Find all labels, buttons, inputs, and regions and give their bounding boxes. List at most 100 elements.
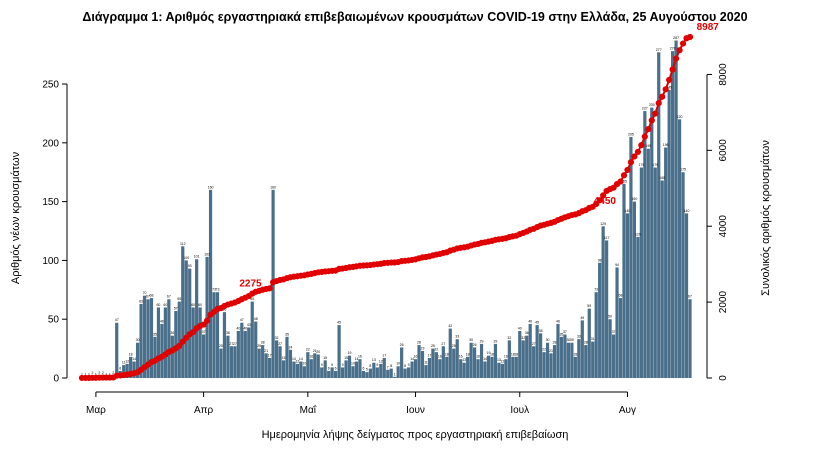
daily-bar — [653, 167, 657, 378]
daily-bar-label: 45 — [337, 321, 341, 325]
x-tick-label: Αυγ — [619, 405, 636, 416]
daily-bar-label: 18 — [445, 352, 449, 356]
daily-bar-label: 49 — [580, 316, 584, 320]
daily-bar — [240, 322, 244, 378]
daily-bar-label: 32 — [275, 336, 279, 340]
daily-bar — [320, 367, 324, 378]
daily-bar — [677, 119, 682, 378]
daily-bar-label: 12 — [379, 359, 383, 363]
daily-bar — [274, 340, 279, 378]
daily-bar — [337, 325, 341, 378]
daily-bar — [573, 356, 577, 378]
daily-bar — [539, 333, 543, 378]
cumulative-point — [669, 66, 676, 73]
daily-bar — [559, 336, 564, 378]
daily-bar-label: 60 — [156, 303, 160, 307]
daily-bar-label: 9 — [376, 363, 378, 367]
daily-bar — [660, 180, 664, 378]
daily-bar — [149, 298, 154, 378]
daily-bar-label: 18 — [511, 352, 515, 356]
daily-bar — [420, 350, 425, 378]
daily-bar — [129, 356, 133, 378]
daily-bar-label: 9 — [408, 363, 410, 367]
daily-bar-label: 14 — [132, 357, 136, 361]
daily-bar — [413, 359, 418, 378]
daily-bar — [518, 330, 522, 378]
daily-bar — [445, 356, 449, 378]
daily-bar — [424, 365, 428, 378]
daily-bar — [146, 299, 150, 378]
daily-bar — [226, 335, 230, 378]
daily-bar-label: 25 — [219, 344, 223, 348]
cumulative-point — [596, 197, 603, 204]
daily-bar-label: 36 — [525, 331, 529, 335]
cumulative-point — [673, 55, 680, 62]
daily-bar — [684, 213, 689, 378]
daily-bar — [681, 172, 685, 378]
daily-bar — [122, 365, 126, 378]
y-tick-label: 50 — [48, 315, 60, 326]
daily-bar — [375, 367, 379, 378]
daily-bar-label: 6 — [362, 366, 364, 370]
daily-bar — [667, 89, 671, 378]
daily-bar-label: 227 — [642, 107, 648, 111]
daily-bar-label: 70 — [143, 291, 147, 295]
daily-bar — [490, 356, 494, 378]
y-tick-label: 150 — [42, 197, 59, 208]
daily-bar-label: 13 — [462, 358, 466, 362]
daily-bar-label: 23 — [421, 346, 425, 350]
daily-bar-label: 33 — [577, 335, 581, 339]
daily-bar — [473, 347, 477, 378]
daily-bar — [198, 307, 202, 378]
daily-bar — [372, 362, 376, 378]
daily-bar-label: 28 — [584, 341, 588, 345]
daily-bar — [222, 312, 227, 378]
daily-bar-label: 14 — [483, 357, 487, 361]
daily-bar-label: 37 — [202, 330, 206, 334]
daily-bar-label: 12 — [500, 359, 504, 363]
daily-bar-label: 19 — [348, 351, 352, 355]
daily-bar — [285, 336, 289, 378]
daily-bar — [657, 52, 661, 378]
daily-bar-label: 59 — [587, 304, 591, 308]
cumulative-point — [666, 76, 673, 84]
daily-bar-label: 25 — [452, 344, 456, 348]
daily-bar-label: 18 — [514, 352, 518, 356]
cumulative-point — [645, 126, 652, 133]
daily-bar — [323, 360, 327, 378]
daily-bar — [438, 359, 442, 378]
cumulative-annotation: 2275 — [239, 279, 262, 290]
daily-bar-label: 73 — [212, 288, 216, 292]
daily-bar — [497, 362, 501, 378]
daily-bar — [288, 349, 293, 378]
daily-bar-label: 15 — [282, 356, 286, 360]
daily-bar-label: 47 — [240, 318, 244, 322]
daily-bar-label: 19 — [487, 351, 491, 355]
daily-bar-label: 120 — [635, 232, 641, 236]
daily-bar-label: 35 — [559, 332, 563, 336]
daily-bar-label: 40 — [518, 326, 522, 330]
daily-bar-label: 140 — [625, 209, 631, 213]
daily-bar-label: 32 — [521, 336, 525, 340]
cumulative-point — [627, 159, 635, 166]
daily-bar-label: 1 — [109, 372, 111, 376]
daily-bar-label: 29 — [480, 339, 484, 343]
daily-bar-label: 6 — [119, 366, 121, 370]
daily-bar-label: 165 — [621, 179, 627, 183]
daily-bar — [650, 107, 654, 379]
daily-bar-label: 11 — [424, 361, 428, 365]
daily-bar-label: 12 — [125, 359, 129, 363]
daily-bar — [441, 346, 445, 378]
cumulative-annotation: 4450 — [594, 196, 617, 207]
daily-bar-label: 16 — [459, 355, 463, 359]
daily-bar-label: 37 — [563, 330, 567, 334]
y2-tick-label: 0 — [718, 375, 729, 381]
daily-bar-label: 1 — [105, 372, 107, 376]
daily-bar — [563, 334, 567, 378]
daily-bar — [594, 292, 598, 378]
daily-bar — [327, 370, 331, 378]
daily-bar — [156, 307, 161, 378]
daily-bar — [580, 320, 584, 378]
